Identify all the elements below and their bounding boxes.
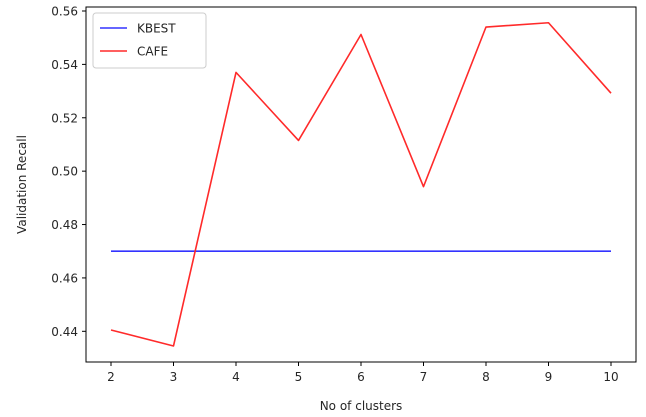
plot-frame: [85, 6, 637, 363]
y-tick-label: 0.54: [51, 58, 78, 72]
series-layer: [110, 21, 612, 347]
x-tick-label: 2: [107, 370, 115, 384]
x-tick-label: 6: [357, 370, 365, 384]
x-tick-label: 5: [295, 370, 303, 384]
y-tick-label: 0.44: [51, 325, 78, 339]
x-tick-label: 10: [603, 370, 618, 384]
y-axis-title: Validation Recall: [15, 135, 29, 234]
y-tick-label: 0.56: [51, 5, 78, 19]
x-tick-label: 3: [170, 370, 178, 384]
x-axis-title: No of clusters: [320, 399, 403, 413]
y-axis: 0.44 0.46 0.48 0.50 0.52 0.54 0.56: [51, 5, 86, 339]
legend-label-cafe: CAFE: [137, 45, 168, 59]
x-axis: 2 3 4 5 6 7 8 9 10: [107, 362, 619, 384]
y-tick-label: 0.46: [51, 271, 78, 285]
x-tick-label: 4: [232, 370, 240, 384]
y-tick-label: 0.50: [51, 165, 78, 179]
x-tick-label: 8: [482, 370, 490, 384]
x-tick-label: 9: [545, 370, 553, 384]
y-tick-label: 0.48: [51, 218, 78, 232]
x-tick-label: 7: [420, 370, 428, 384]
legend-box: [92, 12, 207, 69]
y-tick-label: 0.52: [51, 111, 78, 125]
legend-label-kbest: KBEST: [137, 22, 176, 36]
legend: KBEST CAFE: [92, 12, 207, 69]
series-line-cafe: [110, 21, 612, 347]
